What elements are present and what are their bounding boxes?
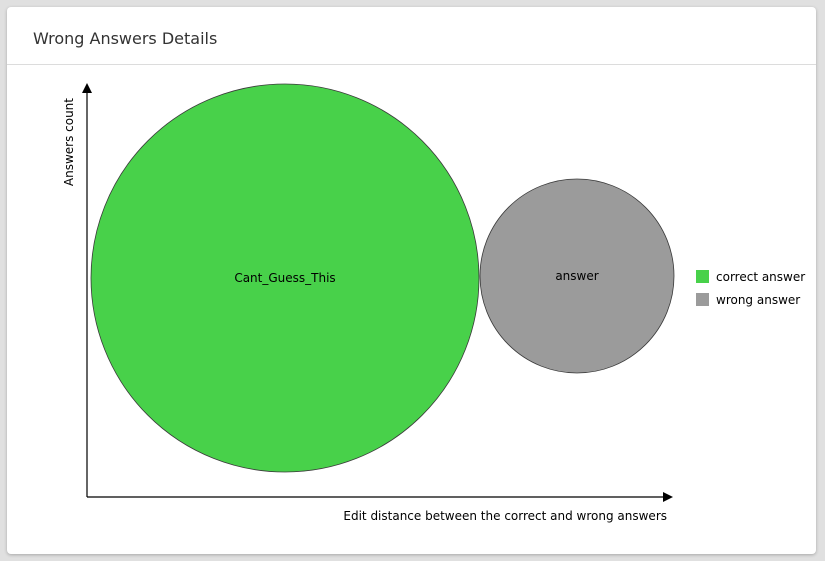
chart-area: Answers count Edit distance between the …	[7, 7, 816, 554]
y-axis-label: Answers count	[62, 98, 76, 186]
legend-swatch	[696, 270, 709, 283]
chart-card: Wrong Answers Details Answers count Edit…	[7, 7, 816, 554]
card-header: Wrong Answers Details	[7, 7, 816, 65]
legend-label: correct answer	[716, 270, 805, 284]
legend-swatch	[696, 293, 709, 306]
legend: correct answer wrong answer	[696, 270, 805, 307]
bubble-answer[interactable]	[479, 178, 675, 374]
bubble-chart: Answers count Edit distance between the …	[62, 83, 805, 523]
x-axis-label: Edit distance between the correct and wr…	[343, 509, 667, 523]
legend-label: wrong answer	[716, 293, 800, 307]
card-title: Wrong Answers Details	[33, 29, 218, 48]
bubble-cant-guess-this[interactable]	[90, 83, 480, 473]
bubble-label: Cant_Guess_This	[234, 271, 335, 285]
bubbles-group: Cant_Guess_This answer	[90, 83, 675, 473]
bubble-label: answer	[555, 269, 598, 283]
